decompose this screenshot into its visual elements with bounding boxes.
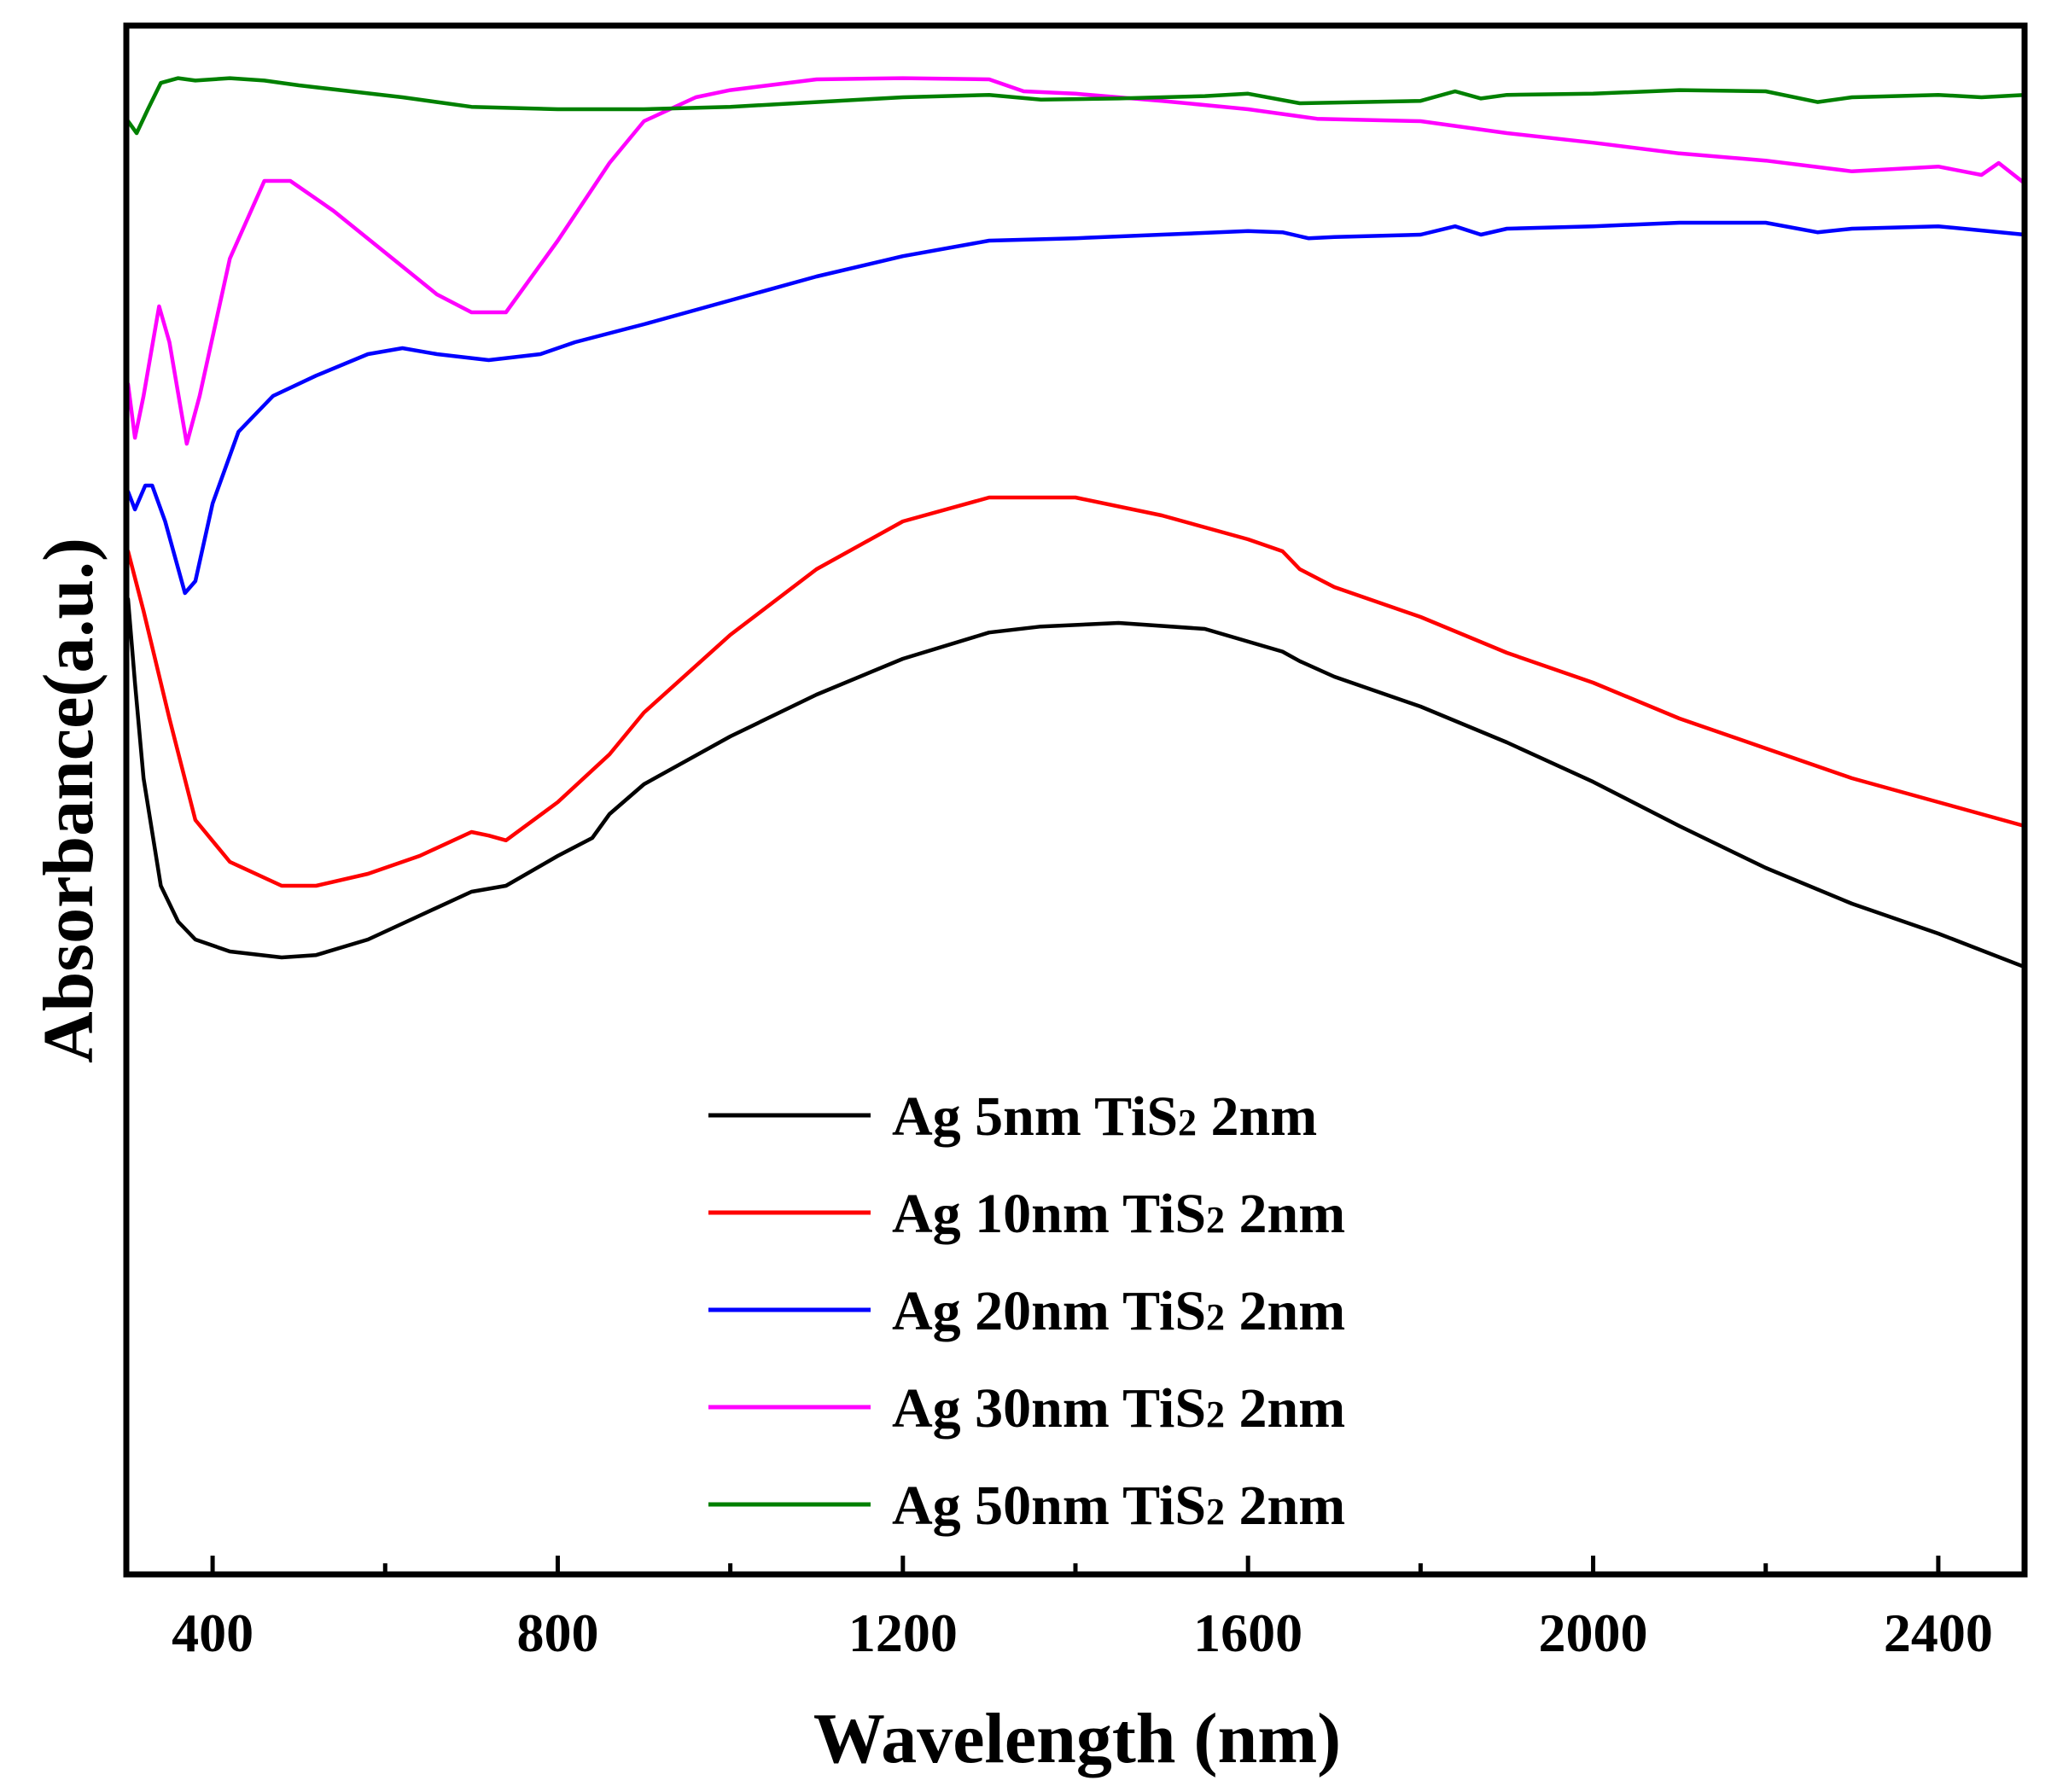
legend-label-3: Ag 30nm TiS2 2nm bbox=[892, 1377, 1345, 1440]
legend-label-2: Ag 20nm TiS2 2nm bbox=[892, 1280, 1345, 1342]
legend: Ag 5nm TiS2 2nm Ag 10nm TiS2 2nm Ag 20nm T… bbox=[708, 1085, 1345, 1537]
y-axis-title: Absorbance(a.u.) bbox=[29, 538, 108, 1063]
series-line-0 bbox=[125, 596, 2027, 969]
ticks-layer: 400 800 1200 1600 2000 2400 bbox=[172, 1556, 1993, 1663]
series-line-1 bbox=[125, 495, 2027, 888]
x-tick-label-1: 800 bbox=[516, 1603, 598, 1663]
legend-label-1: Ag 10nm TiS2 2nm bbox=[892, 1183, 1345, 1245]
x-tick-label-0: 400 bbox=[172, 1603, 253, 1663]
x-tick-label-2: 1200 bbox=[848, 1603, 958, 1663]
legend-label-0: Ag 5nm TiS2 2nm bbox=[892, 1085, 1317, 1148]
x-tick-label-3: 1600 bbox=[1193, 1603, 1302, 1663]
series-layer bbox=[125, 76, 2027, 969]
x-tick-label-5: 2400 bbox=[1884, 1603, 1993, 1663]
legend-label-4: Ag 50nm TiS2 2nm bbox=[892, 1475, 1345, 1537]
series-line-4 bbox=[125, 76, 2027, 136]
series-line-3 bbox=[125, 76, 2027, 446]
x-tick-label-4: 2000 bbox=[1539, 1603, 1648, 1663]
series-line-2 bbox=[125, 220, 2027, 596]
x-axis-title: Wavelength (nm) bbox=[813, 1699, 1341, 1778]
